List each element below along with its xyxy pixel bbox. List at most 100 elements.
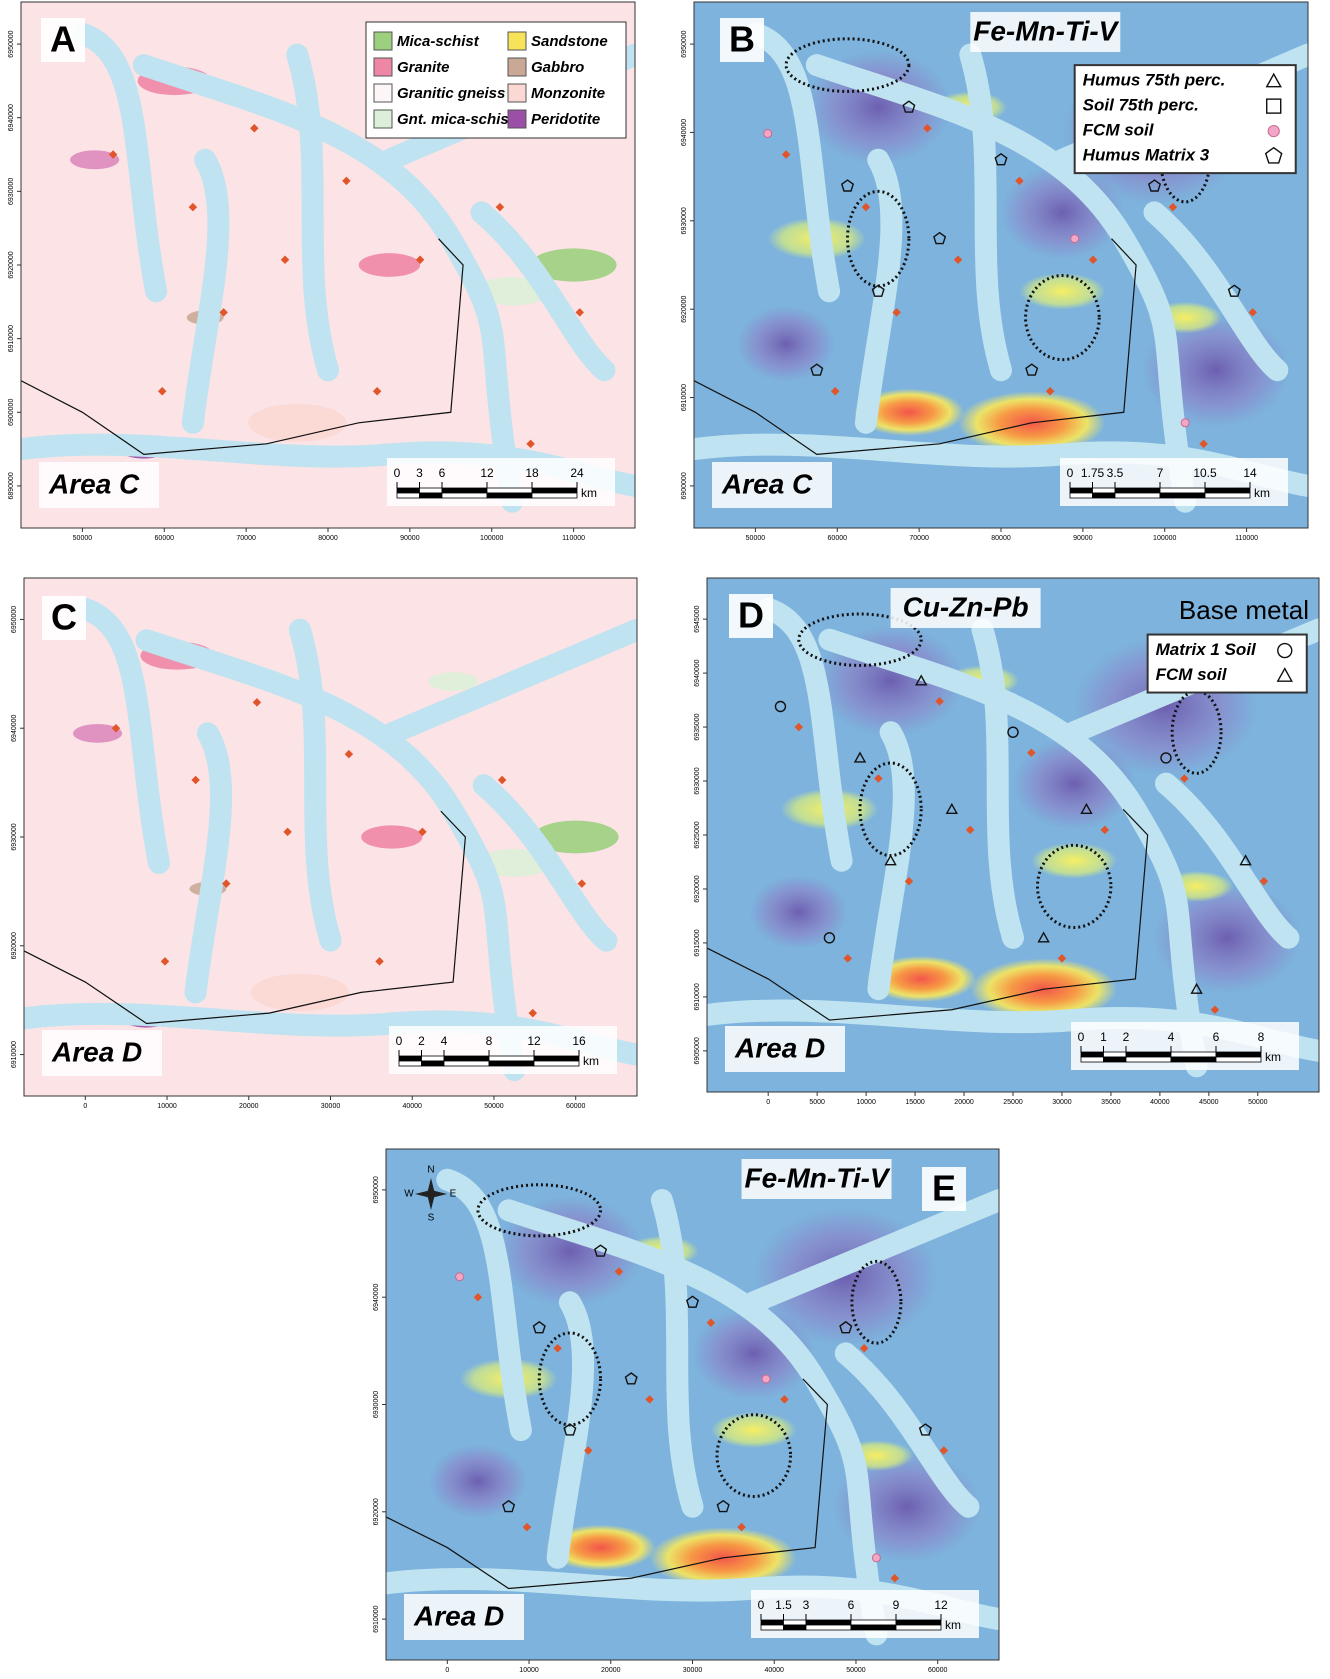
scale-unit: km xyxy=(581,486,597,500)
x-tick-label: 20000 xyxy=(954,1099,974,1106)
geology-unit xyxy=(248,404,346,442)
scale-segment xyxy=(399,1056,422,1061)
legend-label: FCM soil xyxy=(1156,665,1228,684)
scale-segment xyxy=(532,488,577,493)
scale-unit: km xyxy=(1254,486,1270,500)
scale-tick-label: 12 xyxy=(480,466,494,480)
legend-label: Granite xyxy=(397,59,450,76)
scale-tick-label: 8 xyxy=(1258,1030,1265,1044)
scale-tick-label: 8 xyxy=(486,1034,493,1048)
symbol-circle xyxy=(456,1273,464,1281)
legend-label: Gnt. mica-schist xyxy=(397,111,515,128)
scale-segment xyxy=(487,493,532,498)
compass-letter: W xyxy=(404,1189,414,1200)
scale-tick-label: 12 xyxy=(934,1598,948,1612)
x-tick-label: 35000 xyxy=(1101,1099,1121,1106)
scale-segment xyxy=(442,493,487,498)
scale-tick-label: 1.75 xyxy=(1081,466,1105,480)
scale-segment xyxy=(489,1061,534,1066)
map-subtitle: Base metal xyxy=(1179,595,1309,625)
y-tick-label: 6910000 xyxy=(694,983,701,1010)
x-tick-label: 0 xyxy=(83,1103,87,1110)
scale-segment xyxy=(1070,488,1093,493)
scale-segment xyxy=(1104,1057,1127,1062)
scale-segment xyxy=(896,1625,941,1630)
y-tick-label: 6940000 xyxy=(11,714,18,741)
panel-letter: B xyxy=(729,19,755,60)
low-anomaly xyxy=(750,875,848,949)
y-tick-label: 6920000 xyxy=(8,251,15,278)
panel-letter: E xyxy=(932,1168,956,1209)
x-tick-label: 80000 xyxy=(318,535,338,542)
y-tick-label: 6910000 xyxy=(373,1605,380,1632)
scale-segment xyxy=(397,493,420,498)
scale-segment xyxy=(422,1061,445,1066)
scale-segment xyxy=(1115,488,1160,493)
map-panel: EArea DFe-Mn-Ti-VNWES01.536912km01000020… xyxy=(373,1149,999,1674)
y-tick-label: 6945000 xyxy=(694,605,701,632)
y-tick-label: 6930000 xyxy=(694,767,701,794)
scale-segment xyxy=(1205,488,1250,493)
scale-tick-label: 4 xyxy=(441,1034,448,1048)
scale-tick-label: 0 xyxy=(394,466,401,480)
y-tick-label: 6930000 xyxy=(11,823,18,850)
scale-segment xyxy=(534,1061,579,1066)
scale-segment xyxy=(896,1620,941,1625)
y-tick-label: 6940000 xyxy=(8,104,15,131)
legend-label: Peridotite xyxy=(531,111,600,128)
symbol-circle xyxy=(764,130,772,138)
scale-segment xyxy=(532,493,577,498)
y-tick-label: 6935000 xyxy=(694,713,701,740)
scale-segment xyxy=(761,1625,784,1630)
y-tick-label: 6925000 xyxy=(694,821,701,848)
scale-tick-label: 3 xyxy=(416,466,423,480)
scale-segment xyxy=(442,488,487,493)
legend-swatch xyxy=(374,32,392,50)
x-tick-label: 50000 xyxy=(1248,1099,1268,1106)
scale-segment xyxy=(1160,493,1205,498)
x-tick-label: 60000 xyxy=(566,1103,586,1110)
x-tick-label: 20000 xyxy=(239,1103,259,1110)
map-body xyxy=(386,1149,999,1660)
x-tick-label: 90000 xyxy=(1073,535,1093,542)
scale-segment xyxy=(806,1620,851,1625)
scale-segment xyxy=(1171,1057,1216,1062)
x-tick-label: 40000 xyxy=(402,1103,422,1110)
scale-tick-label: 24 xyxy=(570,466,584,480)
legend-swatch xyxy=(374,110,392,128)
x-tick-label: 5000 xyxy=(809,1099,825,1106)
x-tick-label: 20000 xyxy=(601,1667,621,1674)
scale-tick-label: 6 xyxy=(1213,1030,1220,1044)
scale-segment xyxy=(1171,1052,1216,1057)
x-tick-label: 40000 xyxy=(764,1667,784,1674)
x-tick-label: 70000 xyxy=(909,535,929,542)
geology-unit xyxy=(361,825,422,848)
y-tick-label: 6930000 xyxy=(8,178,15,205)
scale-tick-label: 6 xyxy=(848,1598,855,1612)
x-tick-label: 80000 xyxy=(991,535,1011,542)
scale-tick-label: 0 xyxy=(1067,466,1074,480)
scale-tick-label: 2 xyxy=(418,1034,425,1048)
symbol-circle xyxy=(1071,235,1079,243)
y-tick-label: 6920000 xyxy=(11,932,18,959)
y-tick-label: 6900000 xyxy=(8,399,15,426)
scale-unit: km xyxy=(945,1618,961,1632)
scale-segment xyxy=(444,1056,489,1061)
y-tick-label: 6910000 xyxy=(8,325,15,352)
x-tick-label: 50000 xyxy=(746,535,766,542)
scale-tick-label: 7 xyxy=(1157,466,1164,480)
x-tick-label: 10000 xyxy=(157,1103,177,1110)
scale-segment xyxy=(1093,493,1116,498)
x-tick-label: 50000 xyxy=(73,535,93,542)
scale-segment xyxy=(1216,1052,1261,1057)
x-tick-label: 45000 xyxy=(1199,1099,1219,1106)
scale-segment xyxy=(1160,488,1205,493)
scale-segment xyxy=(420,488,443,493)
map-panel: DArea DCu-Zn-PbBase metalMatrix 1 SoilFC… xyxy=(694,578,1319,1106)
symbol-circle xyxy=(872,1554,880,1562)
area-label: Area D xyxy=(413,1600,504,1631)
scale-segment xyxy=(397,488,420,493)
legend-label: Sandstone xyxy=(531,33,608,50)
x-tick-label: 0 xyxy=(445,1667,449,1674)
